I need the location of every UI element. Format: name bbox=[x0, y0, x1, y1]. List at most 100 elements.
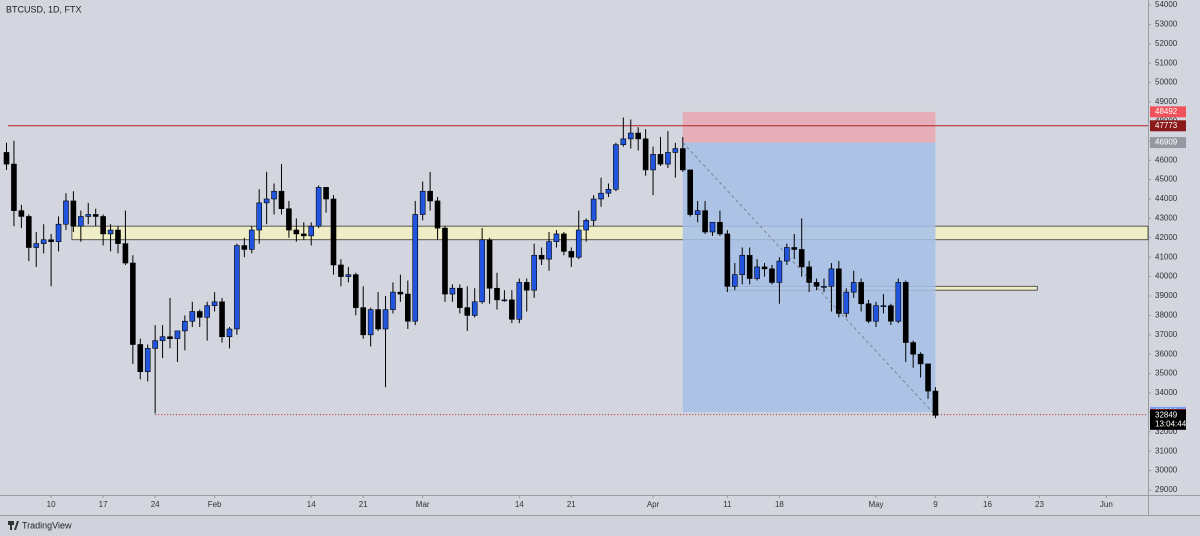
candle-body bbox=[18, 210, 25, 217]
y-tick-label: 46000 bbox=[1155, 155, 1178, 164]
candle-body bbox=[107, 229, 114, 235]
y-tick-label: 54000 bbox=[1155, 0, 1178, 9]
candle-body bbox=[494, 287, 500, 301]
plot-area bbox=[3, 111, 1149, 419]
y-tick-label: 45000 bbox=[1155, 175, 1178, 184]
candle-body bbox=[286, 208, 292, 231]
candle-body bbox=[115, 229, 121, 244]
candle-body bbox=[338, 264, 344, 277]
price-tag bbox=[1150, 106, 1186, 118]
candle-body bbox=[642, 138, 649, 171]
y-tick-label: 52000 bbox=[1155, 39, 1178, 48]
x-tick-label: 18 bbox=[775, 500, 784, 509]
candle-body bbox=[880, 305, 887, 307]
candle-body bbox=[352, 274, 359, 308]
candle-body bbox=[613, 144, 619, 190]
candle-body bbox=[739, 254, 746, 275]
candle-body bbox=[769, 268, 775, 283]
candle-body bbox=[248, 229, 255, 250]
candle-body bbox=[657, 154, 664, 165]
candle-body bbox=[746, 254, 753, 279]
candle-body bbox=[293, 229, 300, 235]
x-tick-label: 21 bbox=[567, 500, 576, 509]
y-tick-label: 42000 bbox=[1155, 233, 1178, 242]
x-tick-label: 23 bbox=[1035, 500, 1044, 509]
candle-body bbox=[152, 340, 158, 349]
candle-body bbox=[122, 243, 129, 264]
candle-body bbox=[583, 220, 589, 231]
candle-body bbox=[315, 187, 322, 227]
candle-body bbox=[367, 309, 374, 336]
candle-body bbox=[828, 268, 835, 287]
y-tick-label: 38000 bbox=[1155, 311, 1178, 320]
candle-body bbox=[523, 282, 530, 291]
candle-body bbox=[159, 336, 166, 341]
candle-body bbox=[627, 132, 634, 140]
candle-body bbox=[78, 216, 84, 227]
candle-body bbox=[442, 227, 448, 295]
price-tag bbox=[1150, 120, 1186, 132]
candle-body bbox=[932, 390, 939, 416]
candle-body bbox=[501, 299, 508, 302]
candle-body bbox=[895, 282, 902, 322]
candle-body bbox=[48, 239, 54, 242]
y-tick-label: 36000 bbox=[1155, 349, 1178, 358]
candle-body bbox=[55, 223, 62, 242]
candle-body bbox=[702, 210, 708, 233]
candle-body bbox=[590, 198, 597, 221]
x-tick-label: 9 bbox=[933, 500, 938, 509]
candle-body bbox=[464, 307, 471, 316]
y-tick-label: 49000 bbox=[1155, 97, 1178, 106]
x-tick-label: 14 bbox=[307, 500, 316, 509]
candle-body bbox=[174, 330, 181, 339]
candle-body bbox=[256, 202, 262, 231]
candle-body bbox=[100, 216, 106, 235]
candle-body bbox=[724, 233, 731, 287]
y-tick-label: 35000 bbox=[1155, 369, 1178, 378]
y-tick-label: 51000 bbox=[1155, 58, 1178, 67]
x-tick-label: 17 bbox=[99, 500, 108, 509]
y-tick-label: 34000 bbox=[1155, 388, 1178, 397]
candle-body bbox=[323, 187, 329, 200]
candle-body bbox=[821, 285, 827, 288]
candle-body bbox=[843, 291, 850, 314]
candle-body bbox=[308, 225, 315, 237]
candle-body bbox=[650, 154, 656, 171]
candle-body bbox=[144, 348, 151, 372]
x-tick-label: 21 bbox=[359, 500, 368, 509]
candle-body bbox=[11, 163, 17, 211]
candle-body bbox=[271, 190, 277, 200]
y-tick-label: 37000 bbox=[1155, 330, 1178, 339]
y-tick-label: 53000 bbox=[1155, 20, 1178, 29]
y-tick-label: 30000 bbox=[1155, 466, 1178, 475]
candle-body bbox=[137, 344, 144, 372]
candle-body bbox=[679, 148, 686, 171]
candle-body bbox=[516, 282, 523, 320]
candle-body bbox=[241, 245, 248, 250]
chart-title: BTCUSD, 1D, FTX bbox=[6, 4, 82, 14]
candle-body bbox=[211, 301, 218, 306]
x-tick-label: 24 bbox=[151, 500, 160, 509]
candle-body bbox=[531, 254, 537, 291]
candle-body bbox=[687, 169, 694, 215]
candle-body bbox=[434, 200, 441, 229]
candle-body bbox=[330, 198, 337, 266]
price-tag-label: 48492 bbox=[1155, 107, 1178, 116]
candle-body bbox=[598, 192, 604, 200]
candle-body bbox=[917, 353, 924, 365]
candle-body bbox=[405, 293, 411, 322]
candle-body bbox=[672, 148, 679, 153]
candle-body bbox=[226, 328, 233, 338]
candle-body bbox=[791, 247, 798, 250]
candle-body bbox=[382, 309, 389, 330]
candle-body bbox=[575, 229, 582, 258]
zone bbox=[71, 225, 1149, 241]
candle-body bbox=[345, 274, 352, 277]
y-tick-label: 40000 bbox=[1155, 272, 1178, 281]
candle-body bbox=[263, 198, 270, 204]
candle-body bbox=[620, 138, 627, 145]
candle-body bbox=[665, 152, 671, 165]
candle-body bbox=[776, 260, 783, 283]
x-tick-label: Mar bbox=[416, 500, 430, 509]
